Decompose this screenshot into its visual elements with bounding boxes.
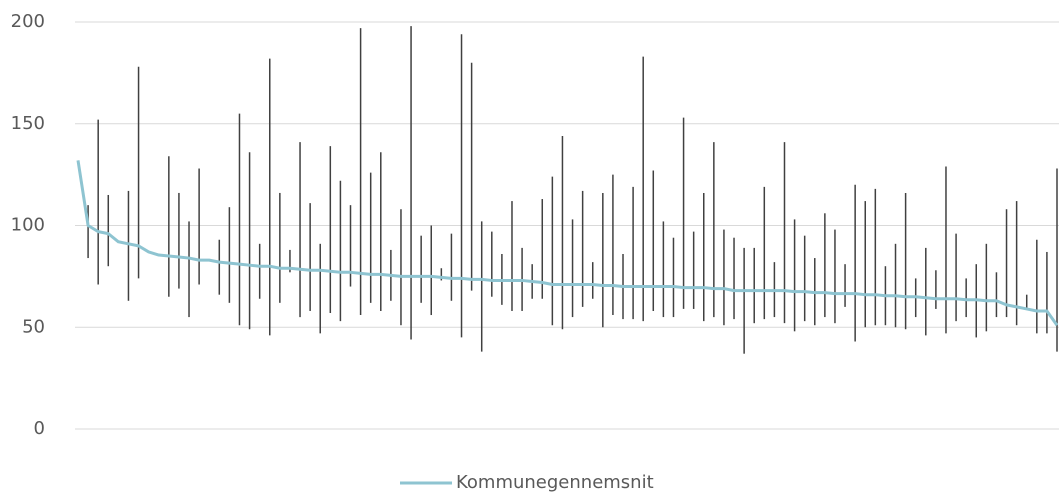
y-tick-label: 50 (22, 316, 45, 337)
legend-label: Kommunegennemsnit (456, 472, 654, 493)
y-tick-label: 150 (11, 113, 45, 134)
y-tick-label: 100 (11, 215, 45, 236)
series-line (76, 160, 1059, 327)
y-tick-label: 200 (11, 11, 45, 32)
y-tick-label: 0 (34, 418, 45, 439)
